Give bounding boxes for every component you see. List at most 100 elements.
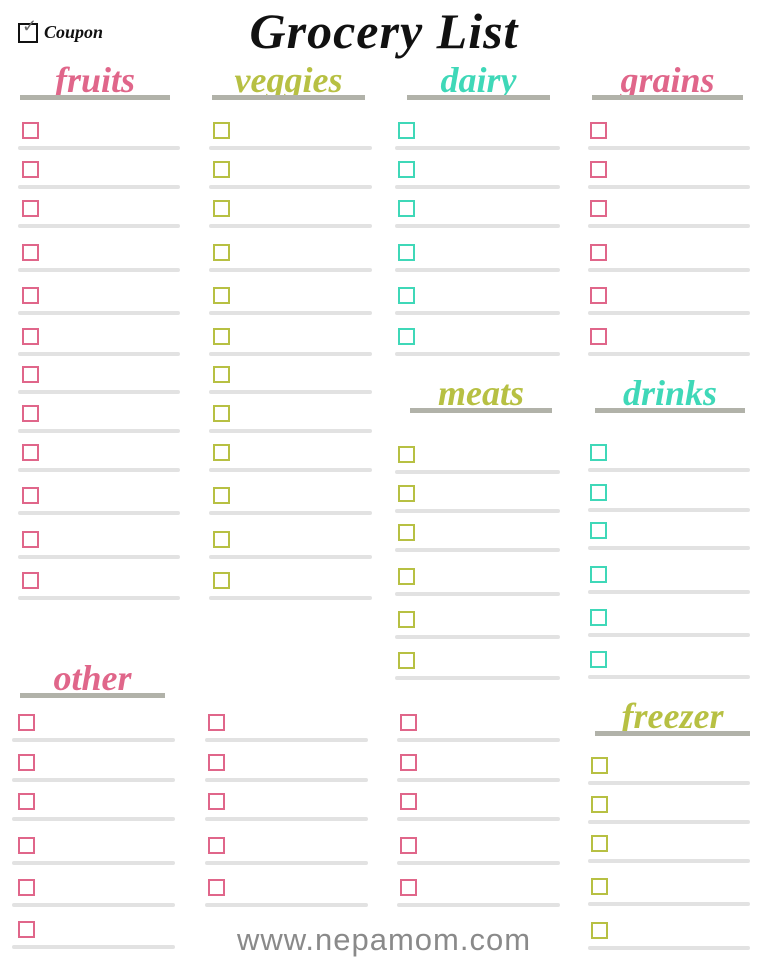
- write-line-veggies[interactable]: [209, 429, 372, 433]
- checkbox-drinks[interactable]: [590, 522, 607, 539]
- write-line-dairy[interactable]: [395, 146, 560, 150]
- checkbox-meats[interactable]: [398, 446, 415, 463]
- write-line-veggies[interactable]: [209, 268, 372, 272]
- write-line-fruits[interactable]: [18, 185, 180, 189]
- write-line-veggies[interactable]: [209, 352, 372, 356]
- checkbox-grains[interactable]: [590, 287, 607, 304]
- write-line-fruits[interactable]: [18, 429, 180, 433]
- write-line-fruits[interactable]: [18, 268, 180, 272]
- checkbox-other[interactable]: [400, 879, 417, 896]
- checkbox-veggies[interactable]: [213, 487, 230, 504]
- write-line-veggies[interactable]: [209, 185, 372, 189]
- write-line-drinks[interactable]: [588, 508, 750, 512]
- checkbox-veggies[interactable]: [213, 122, 230, 139]
- checkbox-fruits[interactable]: [22, 122, 39, 139]
- checkbox-meats[interactable]: [398, 568, 415, 585]
- checkbox-veggies[interactable]: [213, 444, 230, 461]
- write-line-other[interactable]: [205, 861, 368, 865]
- checkbox-drinks[interactable]: [590, 444, 607, 461]
- checkbox-other[interactable]: [208, 793, 225, 810]
- write-line-meats[interactable]: [395, 592, 560, 596]
- checkbox-other[interactable]: [208, 754, 225, 771]
- checkbox-veggies[interactable]: [213, 328, 230, 345]
- checkbox-other[interactable]: [400, 793, 417, 810]
- write-line-dairy[interactable]: [395, 311, 560, 315]
- checkbox-drinks[interactable]: [590, 609, 607, 626]
- write-line-freezer[interactable]: [588, 902, 750, 906]
- write-line-dairy[interactable]: [395, 352, 560, 356]
- checkbox-other[interactable]: [18, 714, 35, 731]
- checkbox-fruits[interactable]: [22, 572, 39, 589]
- checkbox-dairy[interactable]: [398, 328, 415, 345]
- write-line-freezer[interactable]: [588, 859, 750, 863]
- write-line-fruits[interactable]: [18, 555, 180, 559]
- checkbox-fruits[interactable]: [22, 366, 39, 383]
- checkbox-drinks[interactable]: [590, 651, 607, 668]
- write-line-meats[interactable]: [395, 509, 560, 513]
- checkbox-other[interactable]: [208, 837, 225, 854]
- write-line-other[interactable]: [12, 861, 175, 865]
- write-line-fruits[interactable]: [18, 224, 180, 228]
- checkbox-veggies[interactable]: [213, 531, 230, 548]
- write-line-other[interactable]: [12, 903, 175, 907]
- write-line-drinks[interactable]: [588, 633, 750, 637]
- write-line-drinks[interactable]: [588, 546, 750, 550]
- write-line-other[interactable]: [205, 817, 368, 821]
- write-line-veggies[interactable]: [209, 224, 372, 228]
- checkbox-veggies[interactable]: [213, 572, 230, 589]
- checkbox-fruits[interactable]: [22, 531, 39, 548]
- write-line-veggies[interactable]: [209, 511, 372, 515]
- write-line-other[interactable]: [397, 861, 560, 865]
- write-line-other[interactable]: [12, 778, 175, 782]
- checkbox-grains[interactable]: [590, 200, 607, 217]
- write-line-drinks[interactable]: [588, 675, 750, 679]
- checkbox-veggies[interactable]: [213, 161, 230, 178]
- checkbox-veggies[interactable]: [213, 244, 230, 261]
- write-line-meats[interactable]: [395, 676, 560, 680]
- checkbox-fruits[interactable]: [22, 161, 39, 178]
- checkbox-veggies[interactable]: [213, 287, 230, 304]
- write-line-fruits[interactable]: [18, 146, 180, 150]
- checkbox-grains[interactable]: [590, 122, 607, 139]
- checkbox-other[interactable]: [18, 754, 35, 771]
- write-line-fruits[interactable]: [18, 468, 180, 472]
- checkbox-other[interactable]: [18, 921, 35, 938]
- checkbox-fruits[interactable]: [22, 244, 39, 261]
- checkbox-fruits[interactable]: [22, 328, 39, 345]
- checkbox-veggies[interactable]: [213, 405, 230, 422]
- checkbox-dairy[interactable]: [398, 287, 415, 304]
- write-line-grains[interactable]: [588, 352, 750, 356]
- checkbox-other[interactable]: [400, 714, 417, 731]
- checkbox-freezer[interactable]: [591, 835, 608, 852]
- write-line-veggies[interactable]: [209, 596, 372, 600]
- checkbox-other[interactable]: [400, 837, 417, 854]
- write-line-veggies[interactable]: [209, 555, 372, 559]
- checkbox-dairy[interactable]: [398, 244, 415, 261]
- checkbox-drinks[interactable]: [590, 566, 607, 583]
- write-line-dairy[interactable]: [395, 268, 560, 272]
- checkbox-veggies[interactable]: [213, 366, 230, 383]
- checkbox-dairy[interactable]: [398, 122, 415, 139]
- write-line-fruits[interactable]: [18, 390, 180, 394]
- write-line-grains[interactable]: [588, 146, 750, 150]
- write-line-grains[interactable]: [588, 224, 750, 228]
- write-line-fruits[interactable]: [18, 596, 180, 600]
- write-line-other[interactable]: [397, 817, 560, 821]
- write-line-veggies[interactable]: [209, 468, 372, 472]
- write-line-drinks[interactable]: [588, 590, 750, 594]
- checkbox-meats[interactable]: [398, 485, 415, 502]
- write-line-grains[interactable]: [588, 311, 750, 315]
- checkbox-grains[interactable]: [590, 161, 607, 178]
- checkbox-other[interactable]: [18, 837, 35, 854]
- write-line-veggies[interactable]: [209, 390, 372, 394]
- write-line-fruits[interactable]: [18, 511, 180, 515]
- checkbox-fruits[interactable]: [22, 287, 39, 304]
- checkbox-fruits[interactable]: [22, 200, 39, 217]
- write-line-grains[interactable]: [588, 268, 750, 272]
- checkbox-freezer[interactable]: [591, 757, 608, 774]
- write-line-fruits[interactable]: [18, 352, 180, 356]
- checkbox-veggies[interactable]: [213, 200, 230, 217]
- write-line-other[interactable]: [397, 738, 560, 742]
- checkbox-fruits[interactable]: [22, 405, 39, 422]
- checkbox-dairy[interactable]: [398, 161, 415, 178]
